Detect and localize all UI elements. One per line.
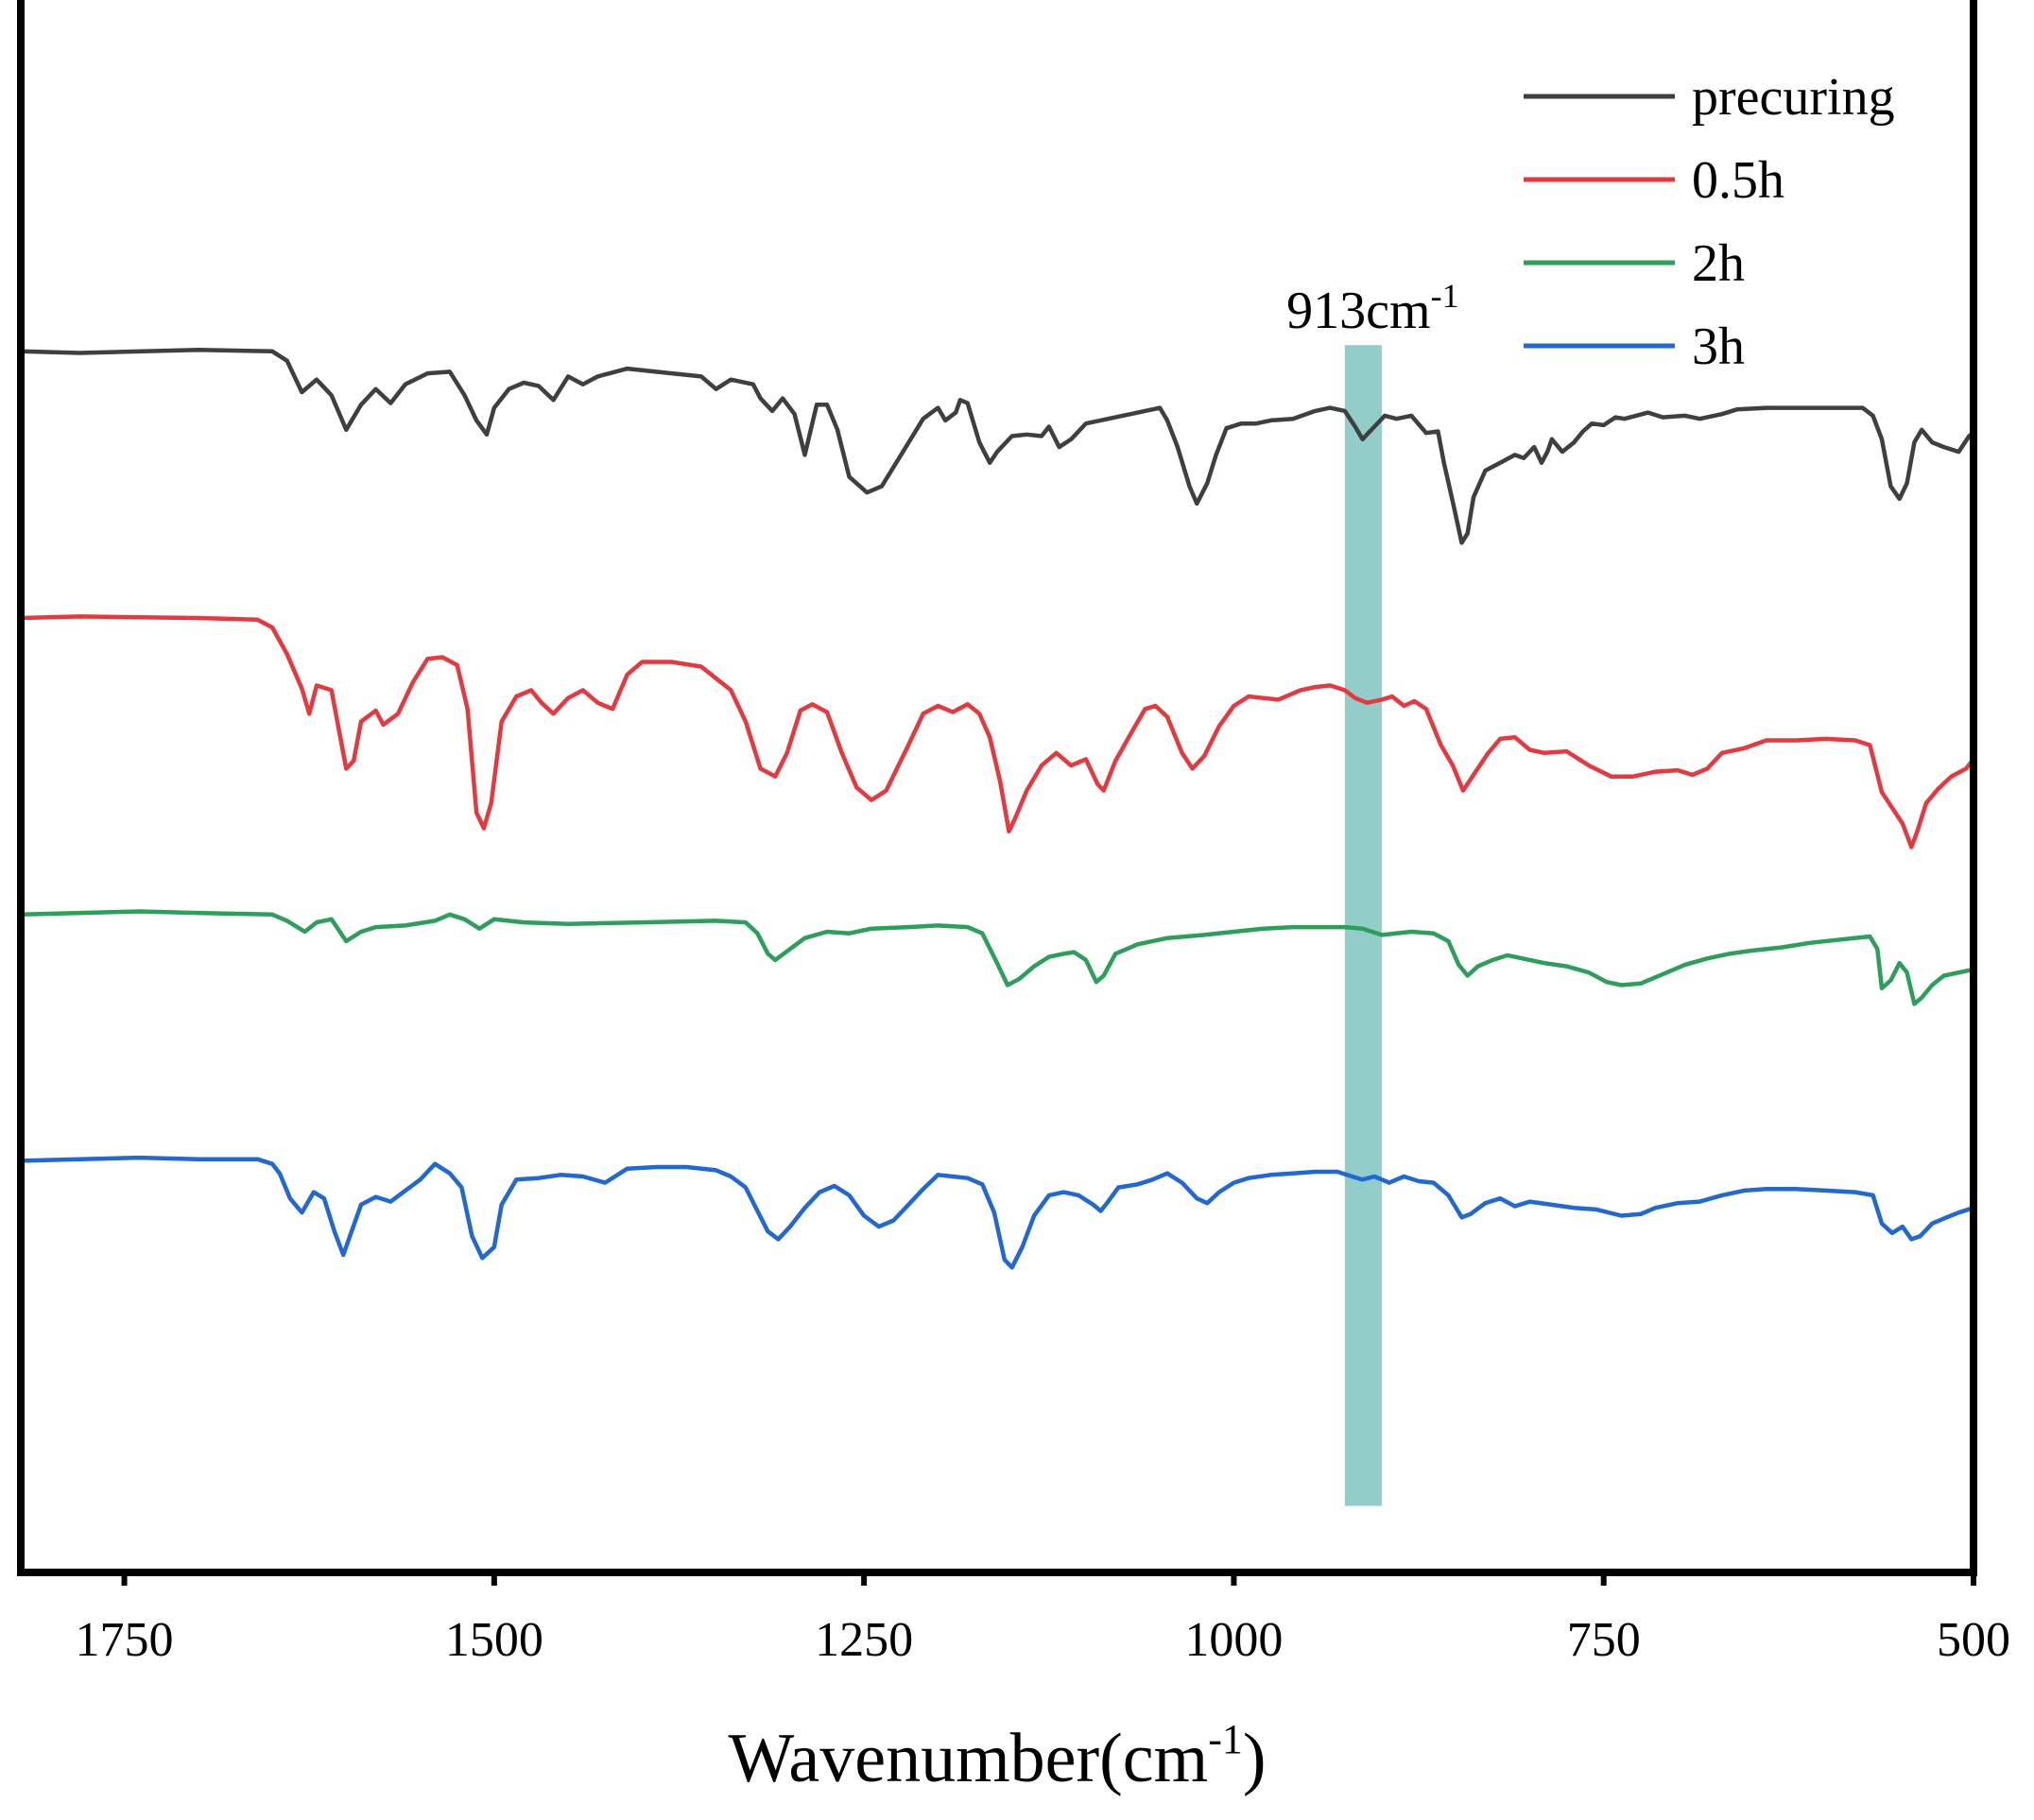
- legend-label: 0.5h: [1692, 151, 1784, 210]
- series-line-3: [20, 1155, 1974, 1270]
- x-tick-label: 1250: [815, 1613, 913, 1667]
- series-line-1: [20, 614, 1975, 850]
- annotation-label: 913cm-1: [1286, 277, 1458, 340]
- x-tick-label: 500: [1937, 1613, 2010, 1667]
- series-line-0: [20, 347, 1975, 545]
- x-axis-title-close: ): [1243, 1720, 1267, 1797]
- annotation-label-main: 913cm: [1286, 282, 1430, 340]
- x-axis-title: Wavenumber(cm-1): [728, 1716, 1266, 1797]
- x-tick-label: 1750: [76, 1613, 174, 1667]
- legend-label: 3h: [1692, 318, 1745, 376]
- x-tick-label: 1500: [445, 1613, 543, 1667]
- plot-frame: [17, 0, 1977, 1576]
- series-line-2: [20, 909, 1974, 1006]
- legend-label: 2h: [1692, 234, 1745, 293]
- x-axis-title-sup: -1: [1208, 1716, 1243, 1762]
- annotation-label-sup: -1: [1431, 277, 1459, 315]
- legend-label: precuring: [1692, 68, 1895, 127]
- x-tick-label: 750: [1567, 1613, 1641, 1667]
- x-axis: 1750 1500 1250 1000 750 500: [76, 1569, 2010, 1667]
- x-axis-title-main: Wavenumber(cm: [728, 1720, 1208, 1797]
- legend: precuring 0.5h 2h 3h: [1524, 68, 1895, 376]
- x-tick-label: 1000: [1184, 1613, 1283, 1667]
- series-layer: [20, 347, 1975, 1270]
